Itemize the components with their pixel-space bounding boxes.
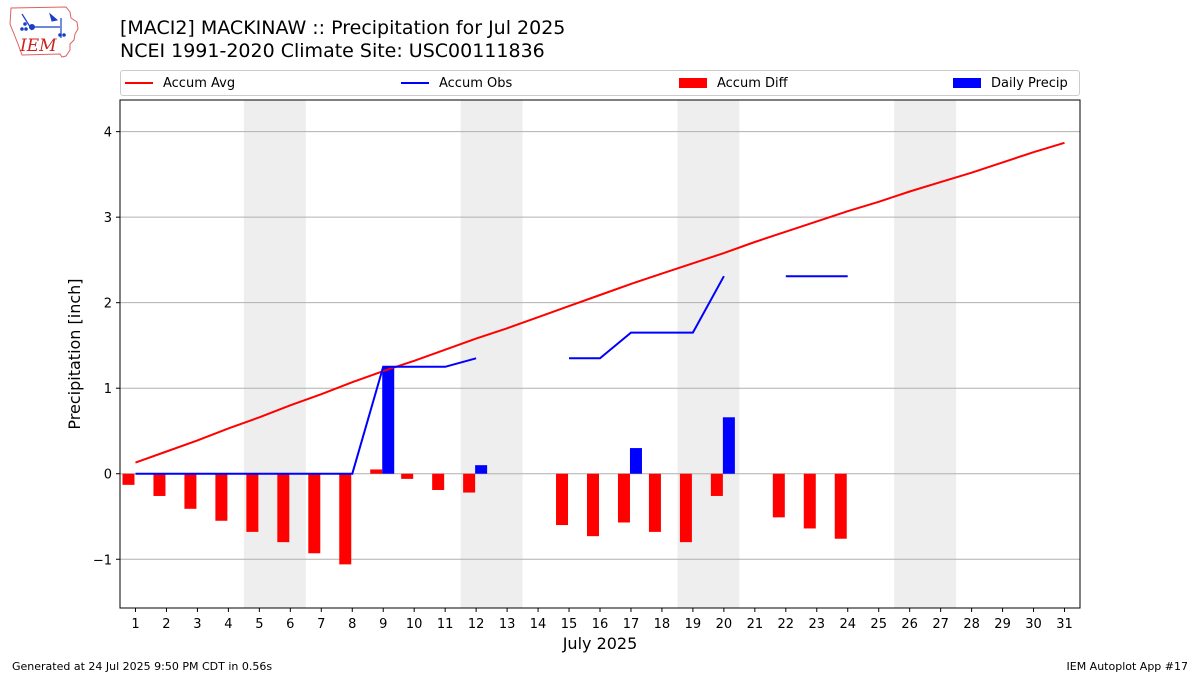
x-tick-label: 23 — [809, 617, 826, 632]
accum-diff-bar — [308, 473, 321, 554]
legend-label-daily-precip: Daily Precip — [991, 75, 1068, 91]
x-tick-label: 21 — [747, 617, 764, 632]
footer-app-text: IEM Autoplot App #17 — [1066, 660, 1189, 673]
x-tick-label: 2 — [162, 617, 170, 632]
accum-diff-bar — [772, 473, 785, 518]
accum-obs-line — [569, 275, 725, 360]
legend-item-accum-avg: Accum Avg — [125, 71, 235, 95]
accum-diff-bar — [432, 473, 445, 490]
x-tick-label: 15 — [561, 617, 578, 632]
legend-label-accum-diff: Accum Diff — [717, 75, 788, 91]
x-tick-label: 4 — [224, 617, 232, 632]
accum-diff-bar — [370, 469, 383, 474]
accum-diff-bar — [648, 473, 661, 532]
accum-diff-bar — [710, 473, 723, 496]
accum-diff-bar — [215, 473, 228, 521]
y-ticks: −1 0 1 2 3 4 — [93, 126, 120, 568]
x-tick-label: 10 — [406, 617, 423, 632]
x-tick-label: 12 — [468, 617, 485, 632]
accum-diff-bar — [401, 473, 414, 479]
footer-generated-text: Generated at 24 Jul 2025 9:50 PM CDT in … — [12, 660, 273, 673]
legend-swatch-accum-avg — [125, 82, 153, 84]
x-tick-label: 7 — [317, 617, 325, 632]
weekend-shading — [243, 100, 957, 608]
x-tick-label: 16 — [592, 617, 609, 632]
x-tick-label: 17 — [623, 617, 640, 632]
x-tick-label: 3 — [193, 617, 201, 632]
lines — [135, 141, 1065, 475]
chart-title: [MACI2] MACKINAW :: Precipitation for Ju… — [120, 17, 566, 39]
legend-label-accum-avg: Accum Avg — [163, 75, 236, 91]
x-tick-label: 31 — [1056, 617, 1073, 632]
x-axis-label: July 2025 — [562, 634, 638, 653]
x-tick-label: 22 — [778, 617, 795, 632]
bars — [122, 366, 847, 565]
accum-diff-bar — [184, 473, 197, 509]
x-tick-label: 18 — [654, 617, 671, 632]
accum-diff-bar — [834, 473, 847, 539]
accum-obs-line — [135, 357, 477, 475]
daily-precip-bar — [722, 417, 735, 474]
accum-avg-line — [135, 141, 1065, 464]
y-tick-label: 1 — [104, 382, 112, 397]
x-tick-label: 30 — [1025, 617, 1042, 632]
daily-precip-bar — [629, 448, 642, 474]
legend-swatch-daily-precip — [953, 78, 981, 88]
weekend-band — [460, 100, 523, 608]
accum-diff-bar — [153, 473, 166, 496]
weekend-band — [894, 100, 957, 608]
accum-diff-bar — [246, 473, 259, 532]
chart-subtitle: NCEI 1991-2020 Climate Site: USC00111836 — [120, 40, 545, 62]
accum-diff-bar — [556, 473, 569, 526]
y-tick-label: 3 — [104, 211, 112, 226]
accum-diff-bar — [679, 473, 692, 543]
x-tick-label: 11 — [437, 617, 454, 632]
x-ticks: 1 2 3 4 5 6 7 8 9 10 11 12 13 14 15 16 17 18 19 20 21 22 23 24 2… — [131, 608, 1073, 632]
accum-diff-bar — [122, 473, 135, 485]
legend-item-accum-diff: Accum Diff — [679, 71, 788, 95]
x-tick-label: 26 — [901, 617, 918, 632]
daily-precip-bar — [382, 366, 395, 474]
legend-item-daily-precip: Daily Precip — [953, 71, 1068, 95]
accum-diff-bar — [803, 473, 816, 529]
legend-item-accum-obs: Accum Obs — [401, 71, 512, 95]
x-tick-label: 29 — [994, 617, 1011, 632]
iem-logo: IEM — [9, 6, 79, 58]
x-tick-label: 19 — [685, 617, 702, 632]
legend-label-accum-obs: Accum Obs — [439, 75, 513, 91]
legend: Accum Avg Accum Obs Accum Diff Daily Pre… — [120, 70, 1080, 96]
y-tick-label: 4 — [104, 126, 112, 141]
accum-diff-bar — [463, 473, 476, 493]
legend-swatch-accum-obs — [401, 82, 429, 84]
accum-diff-bar — [277, 473, 290, 543]
x-tick-label: 5 — [255, 617, 263, 632]
daily-precip-bar — [475, 465, 488, 474]
x-tick-label: 27 — [932, 617, 949, 632]
x-tick-label: 13 — [499, 617, 516, 632]
accum-diff-bar — [339, 473, 352, 565]
accum-diff-bar — [617, 473, 630, 523]
accum-diff-bar — [587, 473, 599, 537]
iowa-outline-icon — [9, 6, 79, 58]
legend-swatch-accum-diff — [679, 78, 707, 88]
x-tick-label: 28 — [963, 617, 980, 632]
y-axis-label: Precipitation [inch] — [65, 278, 84, 429]
x-tick-label: 24 — [839, 617, 856, 632]
x-tick-label: 20 — [716, 617, 733, 632]
x-tick-label: 14 — [530, 617, 547, 632]
x-tick-label: 8 — [348, 617, 356, 632]
x-tick-label: 25 — [870, 617, 887, 632]
y-tick-label: 0 — [104, 468, 112, 483]
y-tick-label: 2 — [104, 297, 112, 312]
x-tick-label: 1 — [131, 617, 139, 632]
y-tick-label: −1 — [93, 553, 112, 568]
weather-station-icon — [20, 12, 66, 38]
x-tick-label: 9 — [379, 617, 387, 632]
logo-text: IEM — [19, 36, 57, 56]
x-tick-label: 6 — [286, 617, 294, 632]
